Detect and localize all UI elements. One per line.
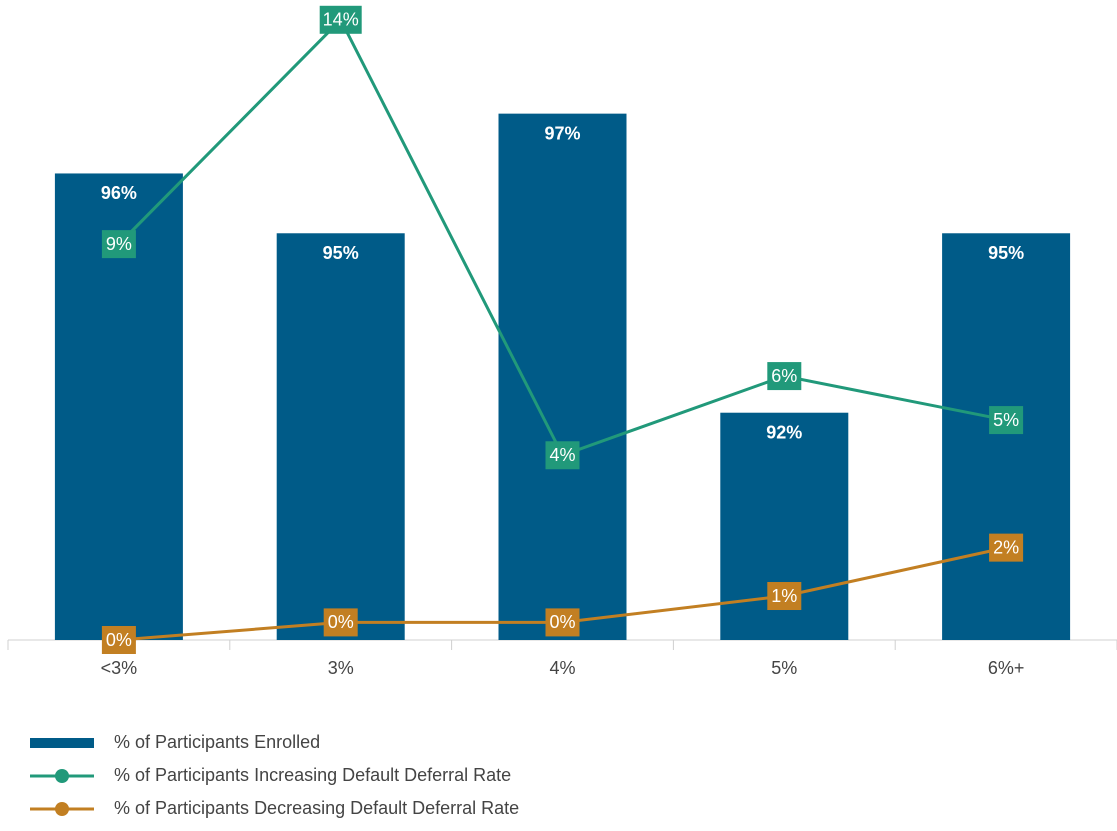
x-tick-label: 6%+	[988, 658, 1025, 678]
line-label-box	[767, 582, 802, 611]
line-value-label: 6%	[771, 366, 797, 386]
line-label-box	[767, 362, 802, 391]
x-tick-label: 3%	[328, 658, 354, 678]
line-label-box	[989, 533, 1024, 562]
bar	[498, 113, 627, 641]
bar-value-label: 95%	[323, 243, 359, 263]
bar-value-label: 95%	[988, 243, 1024, 263]
bar-value-label: 96%	[101, 183, 137, 203]
bar-value-label: 97%	[544, 123, 580, 143]
line-label-box	[319, 5, 362, 34]
legend-label: % of Participants Enrolled	[114, 732, 320, 752]
bar	[942, 233, 1071, 640]
line-label-box	[545, 441, 580, 470]
line-value-label: 4%	[549, 445, 575, 465]
x-tick-label: 5%	[771, 658, 797, 678]
line-label-box	[989, 406, 1024, 435]
line-value-label: 5%	[993, 410, 1019, 430]
line-label-box	[323, 608, 358, 637]
line-value-label: 0%	[106, 630, 132, 650]
line-value-label: 1%	[771, 586, 797, 606]
line-label-box	[545, 608, 580, 637]
line-value-label: 0%	[328, 612, 354, 632]
x-tick-label: <3%	[101, 658, 138, 678]
x-tick-label: 4%	[549, 658, 575, 678]
legend-marker	[55, 802, 69, 816]
line-value-label: 9%	[106, 234, 132, 254]
legend-swatch	[30, 738, 94, 748]
legend-label: % of Participants Decreasing Default Def…	[114, 798, 519, 818]
legend-marker	[55, 769, 69, 783]
line-value-label: 0%	[549, 612, 575, 632]
line-value-label: 14%	[323, 10, 359, 30]
bar-value-label: 92%	[766, 422, 802, 442]
legend-label: % of Participants Increasing Default Def…	[114, 765, 511, 785]
line-label-box	[101, 230, 136, 259]
line-value-label: 2%	[993, 537, 1019, 557]
line-label-box	[101, 626, 136, 654]
bar	[276, 233, 405, 640]
